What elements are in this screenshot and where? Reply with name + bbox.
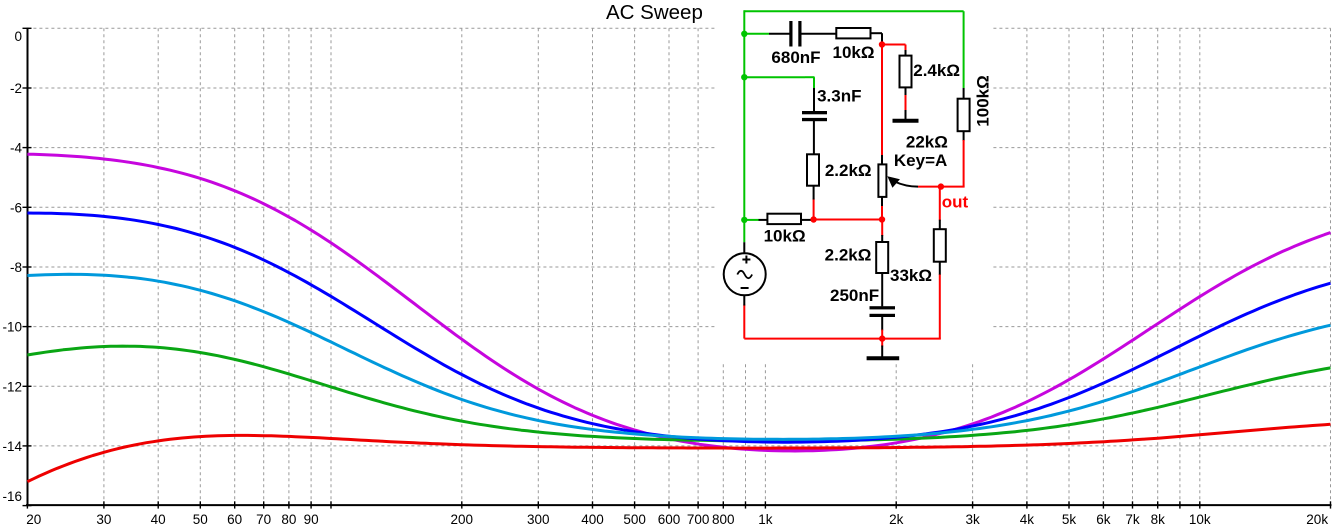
svg-text:-6: -6 <box>10 200 22 215</box>
svg-text:400: 400 <box>581 512 604 527</box>
svg-text:0: 0 <box>14 29 22 44</box>
svg-text:200: 200 <box>451 512 474 527</box>
svg-text:5k: 5k <box>1062 512 1077 527</box>
svg-text:600: 600 <box>658 512 681 527</box>
svg-text:out: out <box>942 193 969 212</box>
svg-text:AC Sweep: AC Sweep <box>606 1 703 24</box>
svg-text:7k: 7k <box>1125 512 1140 527</box>
svg-text:300: 300 <box>527 512 550 527</box>
svg-text:22kΩ: 22kΩ <box>906 133 948 152</box>
svg-text:500: 500 <box>623 512 646 527</box>
svg-text:10k: 10k <box>1189 512 1211 527</box>
svg-text:Key=A: Key=A <box>894 151 947 170</box>
svg-text:-2: -2 <box>10 81 22 96</box>
svg-text:33kΩ: 33kΩ <box>890 266 932 285</box>
svg-text:1k: 1k <box>758 512 773 527</box>
svg-text:2k: 2k <box>889 512 904 527</box>
svg-text:70: 70 <box>256 512 271 527</box>
svg-text:100kΩ: 100kΩ <box>974 75 993 126</box>
svg-text:3k: 3k <box>965 512 980 527</box>
svg-text:3.3nF: 3.3nF <box>817 86 861 105</box>
svg-text:-4: -4 <box>10 141 22 156</box>
svg-text:2.2kΩ: 2.2kΩ <box>825 161 872 180</box>
svg-text:4k: 4k <box>1020 512 1035 527</box>
svg-text:-12: -12 <box>2 379 22 394</box>
svg-text:800: 800 <box>712 512 735 527</box>
svg-text:700: 700 <box>687 512 710 527</box>
svg-text:30: 30 <box>96 512 111 527</box>
svg-text:-16: -16 <box>2 489 22 504</box>
svg-text:2.2kΩ: 2.2kΩ <box>825 246 872 265</box>
svg-text:80: 80 <box>281 512 296 527</box>
svg-text:40: 40 <box>151 512 166 527</box>
svg-text:250nF: 250nF <box>830 286 879 305</box>
svg-text:10kΩ: 10kΩ <box>833 43 875 62</box>
svg-text:-14: -14 <box>2 439 22 454</box>
svg-text:20k: 20k <box>1306 512 1328 527</box>
svg-text:20: 20 <box>26 512 41 527</box>
svg-text:2.4kΩ: 2.4kΩ <box>913 61 960 80</box>
svg-text:680nF: 680nF <box>771 48 820 67</box>
svg-text:90: 90 <box>304 512 319 527</box>
svg-text:60: 60 <box>227 512 242 527</box>
svg-text:-10: -10 <box>2 320 22 335</box>
svg-text:-8: -8 <box>10 260 22 275</box>
svg-text:10kΩ: 10kΩ <box>764 227 806 246</box>
svg-text:50: 50 <box>193 512 208 527</box>
svg-text:6k: 6k <box>1096 512 1111 527</box>
svg-text:8k: 8k <box>1151 512 1166 527</box>
